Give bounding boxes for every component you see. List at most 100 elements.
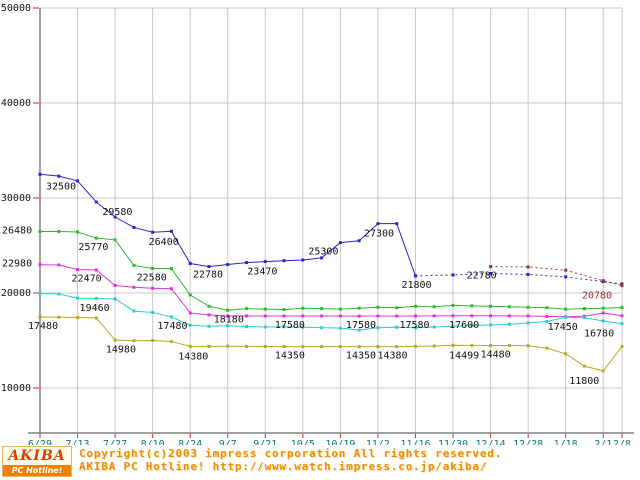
data-point-blue-dotted <box>620 282 624 286</box>
data-point-magenta <box>151 286 155 290</box>
value-label: 14380 <box>377 350 407 361</box>
data-point-green <box>395 306 399 310</box>
data-point-yellow <box>301 345 305 349</box>
data-point-cyan <box>357 328 361 332</box>
data-point-green <box>94 236 98 240</box>
x-axis-label: 2/1 <box>594 439 612 450</box>
value-label: 29580 <box>102 207 132 218</box>
x-axis-label: 8/24 <box>178 439 202 450</box>
data-point-magenta <box>76 268 80 272</box>
data-point-yellow <box>132 339 136 343</box>
data-point-yellow <box>489 343 493 347</box>
copyright-line: Copyright(c)2003 impress corporation All… <box>79 447 503 460</box>
x-axis-label: 7/13 <box>66 439 90 450</box>
data-point-blue <box>226 263 230 266</box>
data-point-yellow <box>620 344 624 348</box>
data-point-green <box>132 263 136 267</box>
value-label: 14980 <box>106 345 136 356</box>
data-point-magenta <box>113 283 117 287</box>
data-point-maroon-dotted <box>620 284 624 288</box>
x-axis-label: 10/5 <box>291 439 315 450</box>
data-point-cyan <box>263 325 267 329</box>
value-label: 20780 <box>582 291 612 302</box>
y-axis-label: 30000 <box>1 193 31 204</box>
data-point-blue <box>301 258 305 262</box>
data-point-green <box>301 306 305 310</box>
data-point-cyan <box>413 326 417 330</box>
value-label: 14350 <box>275 351 305 362</box>
data-point-cyan <box>620 322 624 326</box>
data-point-magenta <box>451 314 455 318</box>
data-point-cyan <box>245 324 249 328</box>
value-label: 32500 <box>46 181 76 192</box>
data-point-yellow <box>207 344 211 348</box>
data-point-cyan <box>470 324 474 328</box>
data-point-magenta <box>301 314 305 318</box>
x-axis-label: 10/19 <box>325 439 355 450</box>
data-point-green <box>451 303 455 307</box>
data-point-yellow <box>113 338 117 342</box>
footer: AKIBA PC Hotline! Copyright(c)2003 impre… <box>0 445 640 480</box>
data-point-blue <box>207 265 211 269</box>
value-label: 22580 <box>137 272 167 283</box>
data-point-magenta <box>94 268 98 272</box>
value-label: 17580 <box>275 320 305 331</box>
x-axis-label: 8/10 <box>141 439 165 450</box>
data-point-green <box>320 307 324 311</box>
data-point-magenta <box>188 311 192 315</box>
data-point-cyan <box>94 297 98 301</box>
data-point-blue <box>76 179 80 183</box>
data-point-yellow <box>245 344 249 348</box>
value-label: 14380 <box>178 351 208 362</box>
data-point-blue <box>151 230 155 234</box>
y-axis-label: 40000 <box>1 98 31 109</box>
x-axis-label: 12/14 <box>476 439 506 450</box>
data-point-cyan <box>188 323 192 327</box>
chart-area: 10000 20000 30000 40000 50000 6/29 7/13 7/27 8/1… <box>1 3 634 450</box>
data-point-yellow <box>545 346 549 350</box>
data-point-green <box>57 230 61 234</box>
x-axis-label: 2/8 <box>613 439 631 450</box>
data-point-blue <box>132 225 136 229</box>
data-point-yellow <box>226 344 230 348</box>
data-point-green <box>564 307 568 311</box>
data-point-yellow <box>94 316 98 320</box>
value-label: 22780 <box>467 271 497 282</box>
value-label: 27300 <box>364 229 394 240</box>
data-point-magenta <box>338 314 342 318</box>
data-point-yellow <box>601 369 605 373</box>
data-point-yellow <box>169 339 173 343</box>
copyright-block: Copyright(c)2003 impress corporation All… <box>79 447 502 473</box>
data-point-magenta <box>132 285 136 289</box>
data-point-yellow <box>282 345 286 349</box>
data-point-magenta <box>245 314 249 318</box>
data-point-green <box>263 307 267 311</box>
data-point-magenta <box>357 314 361 318</box>
data-point-magenta <box>169 287 173 291</box>
value-label: 14350 <box>346 351 376 362</box>
data-point-green <box>432 305 436 309</box>
data-point-yellow <box>76 316 80 320</box>
value-label: 17480 <box>157 321 187 332</box>
x-axis-label: 6/29 <box>28 439 52 450</box>
data-point-cyan <box>38 291 42 295</box>
data-point-green <box>245 307 249 311</box>
value-label: 11800 <box>569 376 599 387</box>
data-point-cyan <box>376 326 380 330</box>
data-point-blue <box>338 241 342 245</box>
data-point-blue-dotted <box>451 273 455 277</box>
y-axis-label: 50000 <box>1 3 31 14</box>
data-point-blue <box>38 172 42 176</box>
data-point-green <box>413 304 417 308</box>
y-axis-label: 20000 <box>1 288 31 299</box>
data-point-cyan <box>582 316 586 320</box>
data-point-green <box>282 308 286 312</box>
data-point-green <box>489 304 493 308</box>
data-point-yellow <box>395 345 399 349</box>
data-point-green <box>620 305 624 309</box>
data-point-cyan <box>489 323 493 327</box>
x-axis-label: 7/27 <box>103 439 127 450</box>
data-point-yellow <box>38 315 42 319</box>
data-point-magenta <box>432 314 436 318</box>
value-label: 22980 <box>2 259 32 270</box>
